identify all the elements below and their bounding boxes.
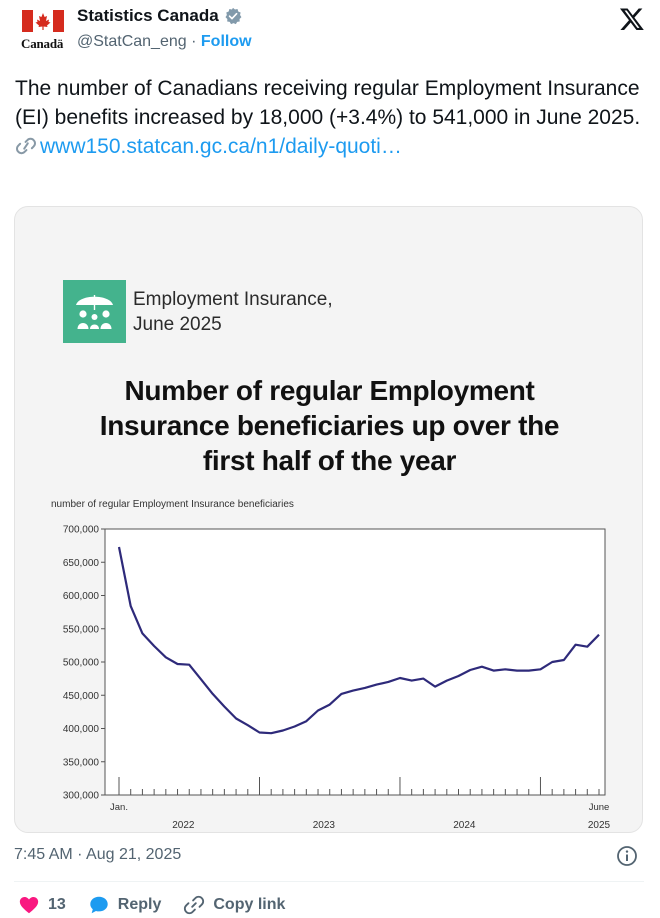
x-logo-icon[interactable] [619,6,645,32]
ei-line-chart: number of regular Employment Insurance b… [51,499,611,831]
verified-badge-icon [225,7,242,25]
card-subtitle: Employment Insurance, June 2025 [133,287,333,337]
x-year-label: 2023 [313,820,336,831]
y-tick-label: 600,000 [63,591,100,602]
reply-button[interactable]: Reply [88,894,162,916]
reply-label: Reply [117,896,162,913]
canada-wordmark: Canadä [21,36,64,51]
tweet-body: The number of Canadians receiving regula… [15,77,641,129]
info-icon[interactable] [616,845,638,867]
tweet-link[interactable]: www150.statcan.gc.ca/n1/daily-quoti… [15,135,402,158]
y-tick-label: 350,000 [63,757,100,768]
x-year-label: 2024 [453,820,476,831]
display-name[interactable]: Statistics Canada [77,6,219,25]
y-tick-label: 300,000 [63,791,100,802]
y-tick-label: 550,000 [63,624,100,635]
x-month-label: June [589,802,610,813]
card-subtitle-line-1: Employment Insurance, [133,289,333,310]
media-card[interactable]: Employment Insurance, June 2025 Number o… [14,206,643,833]
name-row: Statistics Canada [77,6,242,26]
headline-line-2: Insurance beneficiaries up over the [99,410,560,441]
handle[interactable]: @StatCan_eng [77,33,187,50]
x-year-label: 2022 [172,820,195,831]
plot-frame [104,528,606,796]
link-chain-icon [184,895,205,915]
tweet-link-text: www150.statcan.gc.ca/n1/daily-quoti… [40,135,402,158]
handle-row: @StatCan_eng · Follow [77,33,252,51]
y-axis-title: number of regular Employment Insurance b… [51,499,294,510]
actions-divider [14,881,644,882]
x-year-label: 2025 [588,820,611,831]
copy-link-button[interactable]: Copy link [183,894,285,916]
headline-line-1: Number of regular Employment [124,375,535,406]
umbrella-family-icon [76,295,113,329]
y-tick-label: 450,000 [63,691,100,702]
tweet-text: The number of Canadians receiving regula… [15,74,645,161]
tweet-timestamp[interactable]: 7:45 AM · Aug 21, 2025 [14,846,182,863]
canada-flag-icon [22,10,64,32]
like-button[interactable]: 13 [18,894,66,916]
heart-icon [19,897,39,914]
headline-line-3: first half of the year [202,445,457,476]
copy-link-label: Copy link [213,896,286,913]
y-tick-label: 400,000 [63,724,100,735]
series-line [117,546,600,735]
tweet-header: Canadä Statistics Canada @StatCan_eng · … [20,6,645,62]
separator-dot: · [191,33,197,50]
y-tick-label: 650,000 [63,558,100,569]
card-headline: Number of regular Employment Insurance b… [15,373,642,478]
reply-bubble-icon [90,896,108,914]
y-tick-label: 500,000 [63,658,100,669]
action-bar: 13 Reply Copy link [18,892,307,918]
y-tick-label: 700,000 [63,525,100,536]
ei-badge [63,280,126,343]
statcan-avatar[interactable]: Canadä [20,8,70,54]
follow-button[interactable]: Follow [200,33,252,50]
like-count: 13 [48,896,66,913]
link-icon [16,137,36,155]
x-month-label: Jan. [110,802,128,813]
card-subtitle-line-2: June 2025 [133,314,222,335]
